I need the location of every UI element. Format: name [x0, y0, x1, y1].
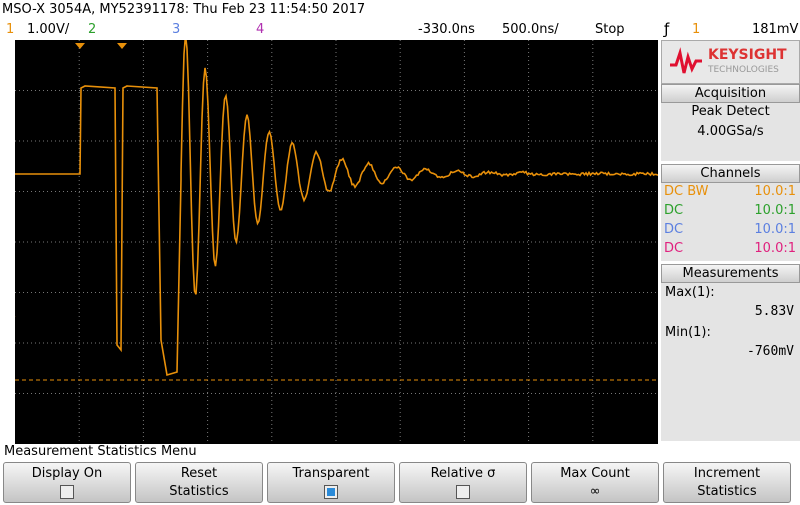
vertical-scale: 1.00V/ [27, 22, 69, 37]
trigger-level: 181mV [752, 22, 798, 37]
channel-coupling: DC BW [664, 184, 709, 199]
softkey-label: Max Count [532, 465, 658, 483]
graticule: T 1 [15, 40, 658, 444]
trigger-icon: ƒ [664, 20, 669, 38]
softkey-label: Increment [664, 465, 790, 483]
softkey[interactable]: Reset Statistics [135, 462, 263, 503]
channel-probe: 10.0:1 [754, 222, 796, 237]
channel-probe: 10.0:1 [754, 184, 796, 199]
ch4-label: 4 [256, 22, 264, 37]
channel-probe: 10.0:1 [754, 241, 796, 256]
channel-coupling: DC [664, 241, 683, 256]
softkey[interactable]: Max Count ∞ [531, 462, 659, 503]
channels-title: Channels [661, 164, 800, 183]
ground-marker: 1 [15, 336, 16, 349]
ch2-label: 2 [88, 22, 96, 37]
channel-probe: 10.0:1 [754, 203, 796, 218]
softkey[interactable]: Increment Statistics [663, 462, 791, 503]
measurement-label: Max(1): [665, 285, 715, 300]
softkey-label: Statistics [136, 483, 262, 501]
timebase: 500.0ns/ [502, 22, 559, 37]
softkey-label: Relative σ [400, 465, 526, 483]
softkey-label: Display On [4, 465, 130, 483]
channel-coupling: DC [664, 222, 683, 237]
menu-title: Measurement Statistics Menu [4, 444, 197, 459]
softkey-label: Statistics [664, 483, 790, 501]
logo: KEYSIGHT TECHNOLOGIES [661, 40, 800, 84]
ch1-label: 1 [6, 22, 14, 37]
acq-mode: Peak Detect [661, 104, 800, 119]
trigger-source: 1 [692, 22, 700, 37]
checkbox[interactable] [60, 485, 74, 499]
measurement-value: 5.83V [755, 304, 794, 319]
softkey-label: Transparent [268, 465, 394, 483]
acq-rate: 4.00GSa/s [661, 124, 800, 139]
softkey-label: ∞ [532, 483, 658, 501]
brand: KEYSIGHT [708, 47, 787, 63]
brand-sub: TECHNOLOGIES [708, 65, 779, 75]
run-state: Stop [595, 22, 625, 37]
checkbox[interactable] [456, 485, 470, 499]
softkey[interactable]: Transparent [267, 462, 395, 503]
ch3-label: 3 [172, 22, 180, 37]
channel-coupling: DC [664, 203, 683, 218]
softkey[interactable]: Relative σ [399, 462, 527, 503]
delay: -330.0ns [418, 22, 475, 37]
measurement-label: Min(1): [665, 325, 711, 340]
softkey-label: Reset [136, 465, 262, 483]
softkey[interactable]: Display On [3, 462, 131, 503]
acquisition-title: Acquisition [661, 84, 800, 103]
checkbox[interactable] [324, 485, 338, 499]
header-title: MSO-X 3054A, MY52391178: Thu Feb 23 11:5… [2, 2, 365, 17]
measurements-title: Measurements [661, 264, 800, 283]
measurement-value: -760mV [747, 344, 794, 359]
scope-screen: MSO-X 3054A, MY52391178: Thu Feb 23 11:5… [0, 0, 800, 503]
